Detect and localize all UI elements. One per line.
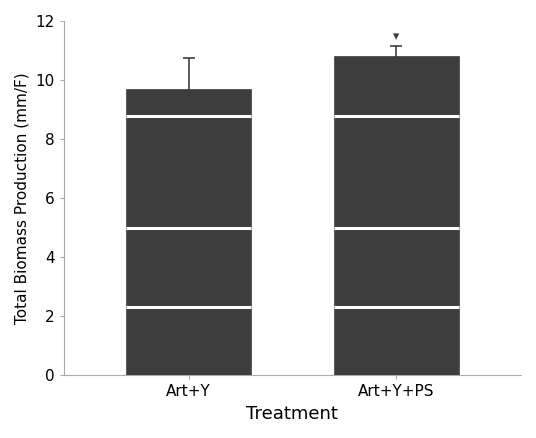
X-axis label: Treatment: Treatment — [247, 405, 338, 423]
Y-axis label: Total Biomass Production (mm/F): Total Biomass Production (mm/F) — [15, 72, 30, 324]
Bar — [334, 57, 459, 375]
Bar — [126, 89, 251, 375]
Text: ▾: ▾ — [393, 30, 399, 43]
